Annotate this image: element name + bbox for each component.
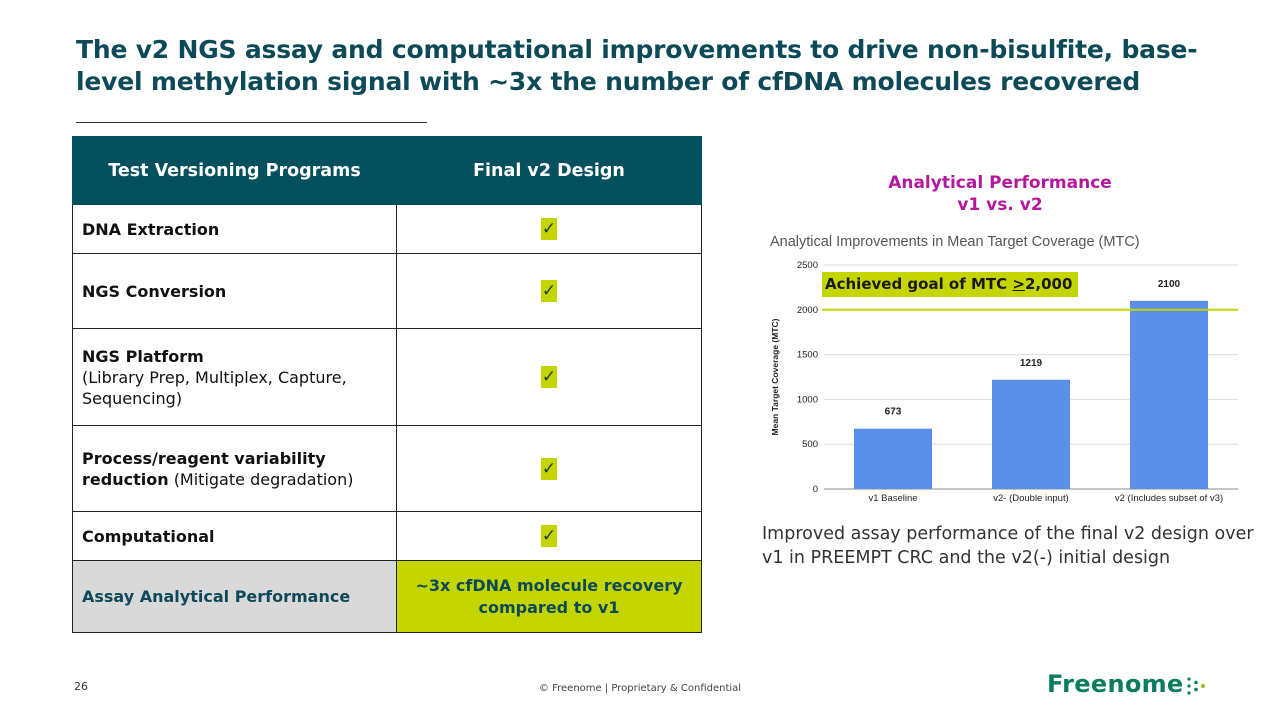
x-category-label: v1 Baseline	[868, 493, 917, 504]
table-row-final: Assay Analytical Performance ~3x cfDNA m…	[72, 560, 702, 633]
goal-value: 2,000	[1024, 275, 1073, 293]
logo-dots-icon	[1187, 677, 1206, 695]
check-icon: ✓	[541, 280, 557, 302]
table-header-row: Test Versioning Programs Final v2 Design	[72, 136, 702, 205]
check-icon: ✓	[541, 218, 557, 240]
y-tick-label: 0	[813, 484, 818, 495]
goal-callout: Achieved goal of MTC >2,000	[822, 272, 1078, 297]
chart-caption: Improved assay performance of the final …	[762, 524, 1254, 568]
check-icon: ✓	[541, 525, 557, 547]
chart-svg: 0 500 1000 1500 2000 2500 Mean Target Coverage…	[770, 260, 1238, 504]
bar	[992, 379, 1070, 489]
row-label: Process/reagent variability reduction (M…	[72, 425, 397, 512]
bar	[854, 428, 932, 489]
y-tick-label: 1000	[797, 394, 818, 405]
table-row: NGS Conversion ✓	[72, 253, 702, 329]
row-label-text: DNA Extraction	[82, 219, 220, 239]
header-final-v2: Final v2 Design	[396, 136, 702, 205]
row-value: ✓	[396, 328, 702, 426]
y-tick-label: 2500	[797, 260, 818, 271]
row-label: Computational	[72, 511, 397, 561]
header-test-versioning: Test Versioning Programs	[72, 136, 397, 205]
mtc-chart: Analytical Improvements in Mean Target C…	[760, 228, 1250, 518]
table-row: Computational ✓	[72, 511, 702, 561]
y-tick-label: 2000	[797, 305, 818, 316]
row-label-sub: (Mitigate degradation)	[173, 469, 354, 489]
footer-confidential: © Freenome | Proprietary & Confidential	[538, 683, 742, 694]
freenome-logo: Freenome	[1047, 670, 1184, 698]
check-icon: ✓	[541, 366, 557, 388]
goal-symbol: >	[1012, 275, 1025, 293]
final-row-label: Assay Analytical Performance	[72, 560, 397, 633]
row-label-text: Computational	[82, 526, 215, 546]
x-category-label: v2 (Includes subset of v3)	[1115, 493, 1223, 504]
row-label-text: NGS Platform	[82, 346, 204, 366]
data-label: 673	[885, 407, 902, 418]
row-label: DNA Extraction	[72, 204, 397, 254]
analytical-performance-title: Analytical Performance v1 vs. v2	[850, 172, 1150, 216]
row-value: ✓	[396, 511, 702, 561]
perf-title-line2: v1 vs. v2	[957, 195, 1043, 215]
data-label: 2100	[1158, 279, 1181, 290]
y-tick-label: 500	[802, 439, 818, 450]
goal-prefix: Achieved goal of MTC	[825, 275, 1013, 293]
y-tick-label: 1500	[797, 350, 818, 361]
final-row-value: ~3x cfDNA molecule recovery compared to …	[396, 560, 702, 633]
row-label-text: NGS Conversion	[82, 281, 227, 301]
row-label: NGS Platform (Library Prep, Multiplex, Ca…	[72, 328, 397, 426]
bar	[1130, 300, 1208, 489]
table-row: NGS Platform (Library Prep, Multiplex, Ca…	[72, 328, 702, 426]
row-value: ✓	[396, 204, 702, 254]
row-value: ✓	[396, 425, 702, 512]
table-row: DNA Extraction ✓	[72, 204, 702, 254]
x-category-label: v2- (Double input)	[993, 493, 1069, 504]
row-label-text: Process/reagent variability reduction	[82, 448, 326, 489]
title-underline	[76, 122, 427, 123]
data-label: 1219	[1020, 358, 1043, 369]
row-label-sub: (Library Prep, Multiplex, Capture, Seque…	[82, 367, 347, 408]
page-number: 26	[74, 680, 88, 693]
perf-title-line1: Analytical Performance	[888, 173, 1112, 193]
check-icon: ✓	[541, 457, 557, 480]
y-axis-label: Mean Target Coverage (MTC)	[770, 318, 780, 435]
slide-title: The v2 NGS assay and computational impro…	[76, 35, 1198, 96]
chart-title: Analytical Improvements in Mean Target C…	[770, 234, 1140, 250]
row-value: ✓	[396, 253, 702, 329]
table-row: Process/reagent variability reduction (M…	[72, 425, 702, 512]
row-label: NGS Conversion	[72, 253, 397, 329]
versioning-table: Test Versioning Programs Final v2 Design…	[72, 136, 702, 633]
